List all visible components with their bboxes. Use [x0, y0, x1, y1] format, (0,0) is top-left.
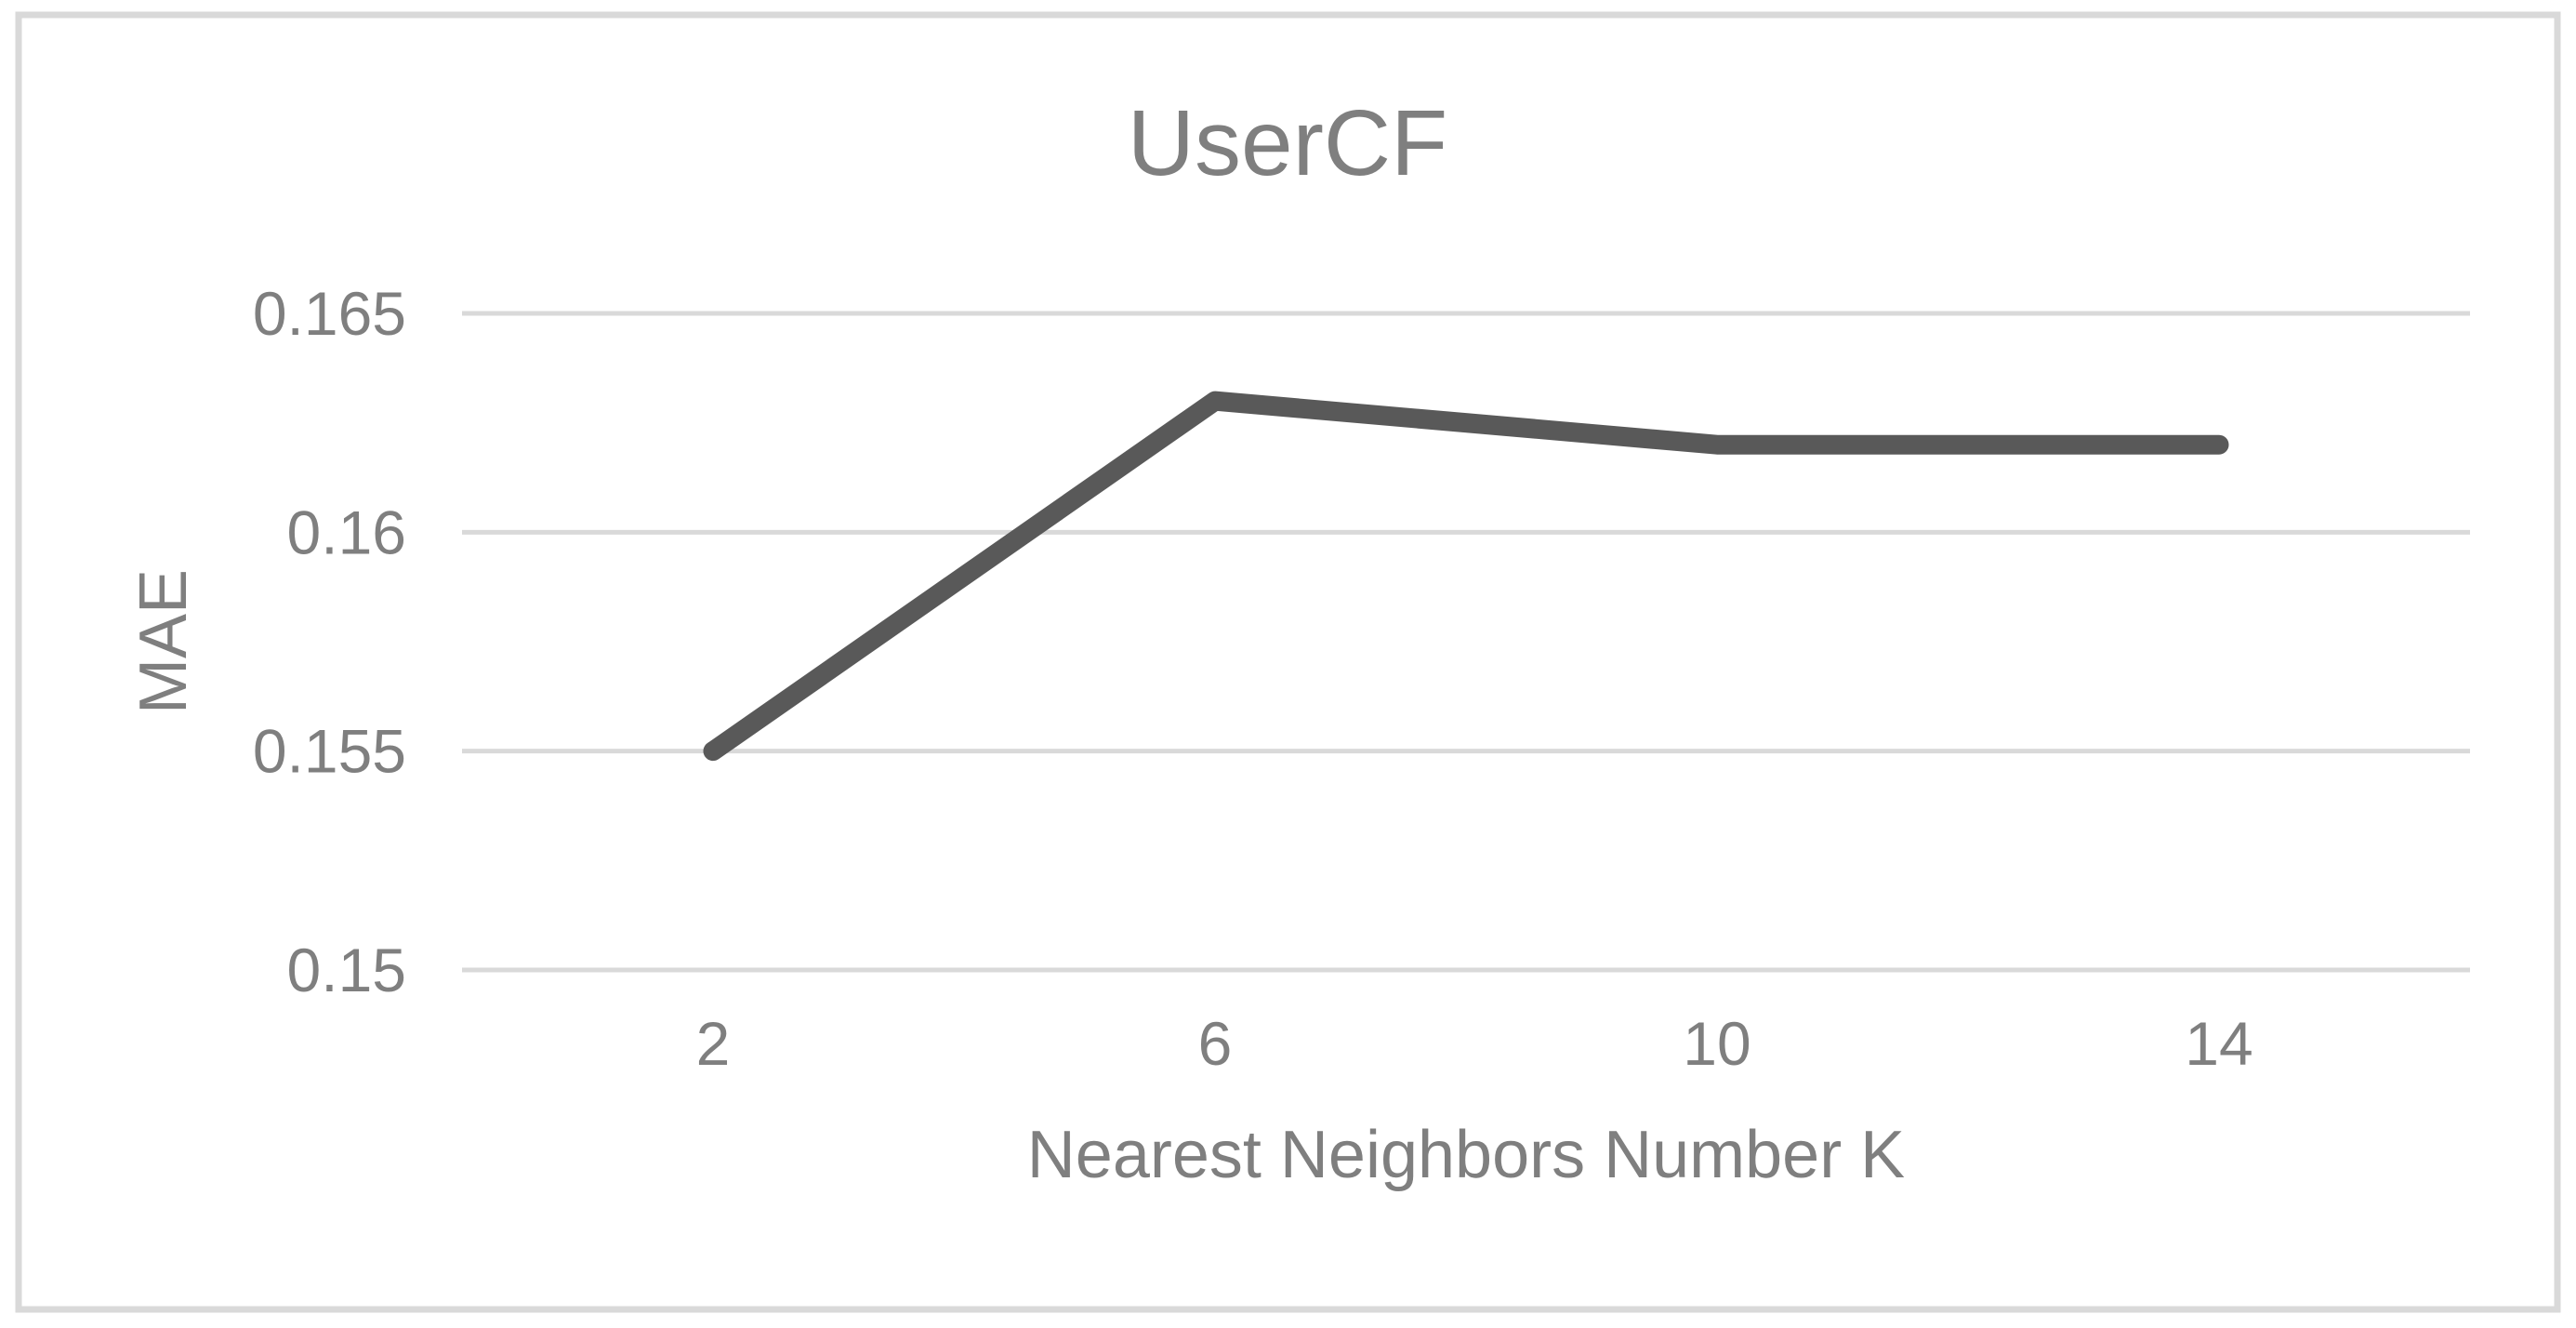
gridlines — [462, 311, 2470, 973]
y-tick-label: 0.155 — [253, 717, 406, 786]
series-lines — [703, 391, 2229, 762]
x-tick-label: 10 — [1683, 1009, 1750, 1078]
y-axis-title: MAE — [126, 569, 201, 714]
x-axis-tick-labels: 2 6 10 14 — [696, 1009, 2253, 1078]
chart-frame-border — [15, 11, 2561, 1313]
series-line-mae — [703, 391, 2229, 762]
chart-title: UserCF — [1128, 91, 1447, 195]
y-tick-label: 0.15 — [287, 936, 406, 1004]
x-tick-label: 6 — [1198, 1009, 1233, 1078]
x-tick-label: 14 — [2185, 1009, 2252, 1078]
y-tick-label: 0.165 — [253, 279, 406, 348]
y-axis-tick-labels: 0.165 0.16 0.155 0.15 — [253, 279, 406, 1004]
x-tick-label: 2 — [696, 1009, 731, 1078]
x-axis-title: Nearest Neighbors Number K — [1027, 1118, 1905, 1192]
y-tick-label: 0.16 — [287, 498, 406, 566]
